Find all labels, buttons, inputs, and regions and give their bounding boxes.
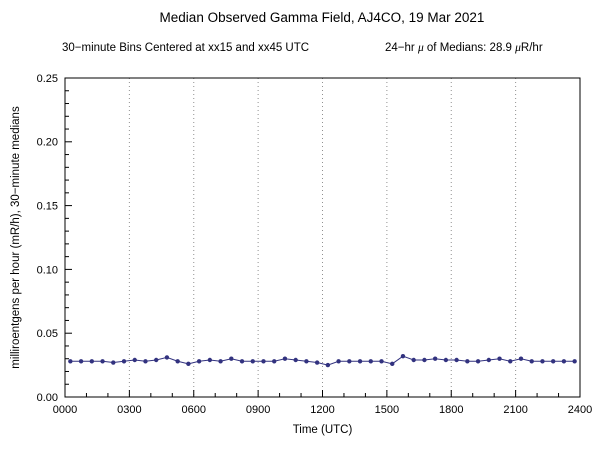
data-point bbox=[518, 356, 524, 361]
y-axis-title: milliroentgens per hour (mR/h), 30−minut… bbox=[10, 106, 22, 369]
data-point bbox=[68, 359, 73, 364]
data-point bbox=[508, 359, 513, 364]
plot-frame bbox=[64, 77, 581, 398]
subtitle-mean-suffix: R/hr bbox=[520, 42, 543, 54]
data-point bbox=[304, 359, 309, 364]
chart-subtitle-mean: 24−hr μ of Medians: 28.9 μR/hr bbox=[385, 42, 543, 54]
data-point bbox=[250, 359, 255, 364]
data-point bbox=[486, 357, 491, 363]
data-point bbox=[89, 359, 95, 364]
data-point bbox=[121, 359, 127, 364]
data-point bbox=[164, 355, 170, 360]
data-point bbox=[561, 359, 567, 364]
data-point bbox=[443, 357, 449, 363]
x-tick-label: 1200 bbox=[310, 404, 334, 416]
data-point bbox=[293, 357, 298, 363]
data-point bbox=[207, 357, 213, 363]
data-point bbox=[540, 359, 545, 364]
mu-symbol: μ bbox=[417, 42, 424, 54]
data-point bbox=[497, 356, 502, 361]
data-point bbox=[325, 362, 331, 368]
data-point bbox=[229, 356, 234, 361]
subtitle-mean-prefix: 24−hr bbox=[385, 42, 418, 54]
data-point bbox=[379, 359, 384, 364]
data-point bbox=[336, 359, 341, 364]
data-point bbox=[78, 359, 84, 364]
data-point bbox=[550, 359, 556, 364]
chart-title: Median Observed Gamma Field, AJ4CO, 19 M… bbox=[159, 10, 485, 25]
data-point bbox=[432, 356, 438, 361]
data-point bbox=[154, 357, 159, 363]
x-axis-title: Time (UTC) bbox=[293, 424, 353, 436]
data-point bbox=[422, 357, 427, 363]
data-point bbox=[111, 360, 116, 365]
subtitle-mean-mid: of Medians: 28.9 bbox=[423, 42, 516, 54]
data-point bbox=[196, 359, 202, 364]
data-point bbox=[475, 359, 481, 364]
y-tick-label: 0.00 bbox=[37, 392, 58, 404]
axis-ticks bbox=[64, 77, 581, 398]
data-point bbox=[400, 353, 406, 359]
data-point bbox=[390, 361, 395, 367]
x-tick-label: 1500 bbox=[375, 404, 399, 416]
data-point bbox=[186, 361, 191, 367]
chart-subtitle-bins: 30−minute Bins Centered at xx15 and xx45… bbox=[62, 42, 310, 54]
y-tick-label: 0.20 bbox=[37, 137, 58, 149]
data-point bbox=[282, 356, 288, 361]
data-point bbox=[314, 360, 320, 365]
data-point bbox=[143, 359, 148, 364]
median-series bbox=[68, 353, 577, 368]
data-point bbox=[175, 359, 180, 364]
x-tick-label: 0900 bbox=[246, 404, 270, 416]
data-point bbox=[368, 359, 373, 364]
tick-labels: 0000 0300 0600 0900 1200 1500 1800 2100 2400 0.00… bbox=[37, 73, 593, 416]
data-point bbox=[357, 359, 363, 364]
x-tick-label: 0300 bbox=[117, 404, 141, 416]
data-point bbox=[239, 359, 245, 364]
x-tick-label: 0000 bbox=[53, 404, 77, 416]
data-point bbox=[411, 357, 416, 363]
data-point bbox=[529, 359, 534, 364]
data-point bbox=[100, 359, 105, 364]
x-tick-label: 2100 bbox=[503, 404, 527, 416]
y-tick-label: 0.05 bbox=[37, 328, 58, 340]
data-point bbox=[261, 359, 266, 364]
y-tick-label: 0.15 bbox=[37, 200, 58, 212]
data-point bbox=[454, 357, 459, 363]
data-point bbox=[347, 359, 352, 364]
x-tick-label: 2400 bbox=[568, 404, 592, 416]
mu-symbol: μ bbox=[515, 42, 521, 54]
x-tick-label: 0600 bbox=[182, 404, 206, 416]
y-tick-label: 0.10 bbox=[37, 264, 58, 276]
data-point bbox=[272, 359, 277, 364]
data-point bbox=[132, 357, 137, 363]
y-tick-label: 0.25 bbox=[37, 73, 58, 85]
data-point bbox=[572, 359, 577, 364]
data-point bbox=[465, 359, 470, 364]
gridlines bbox=[128, 78, 517, 397]
data-point bbox=[218, 359, 223, 364]
x-tick-label: 1800 bbox=[439, 404, 463, 416]
